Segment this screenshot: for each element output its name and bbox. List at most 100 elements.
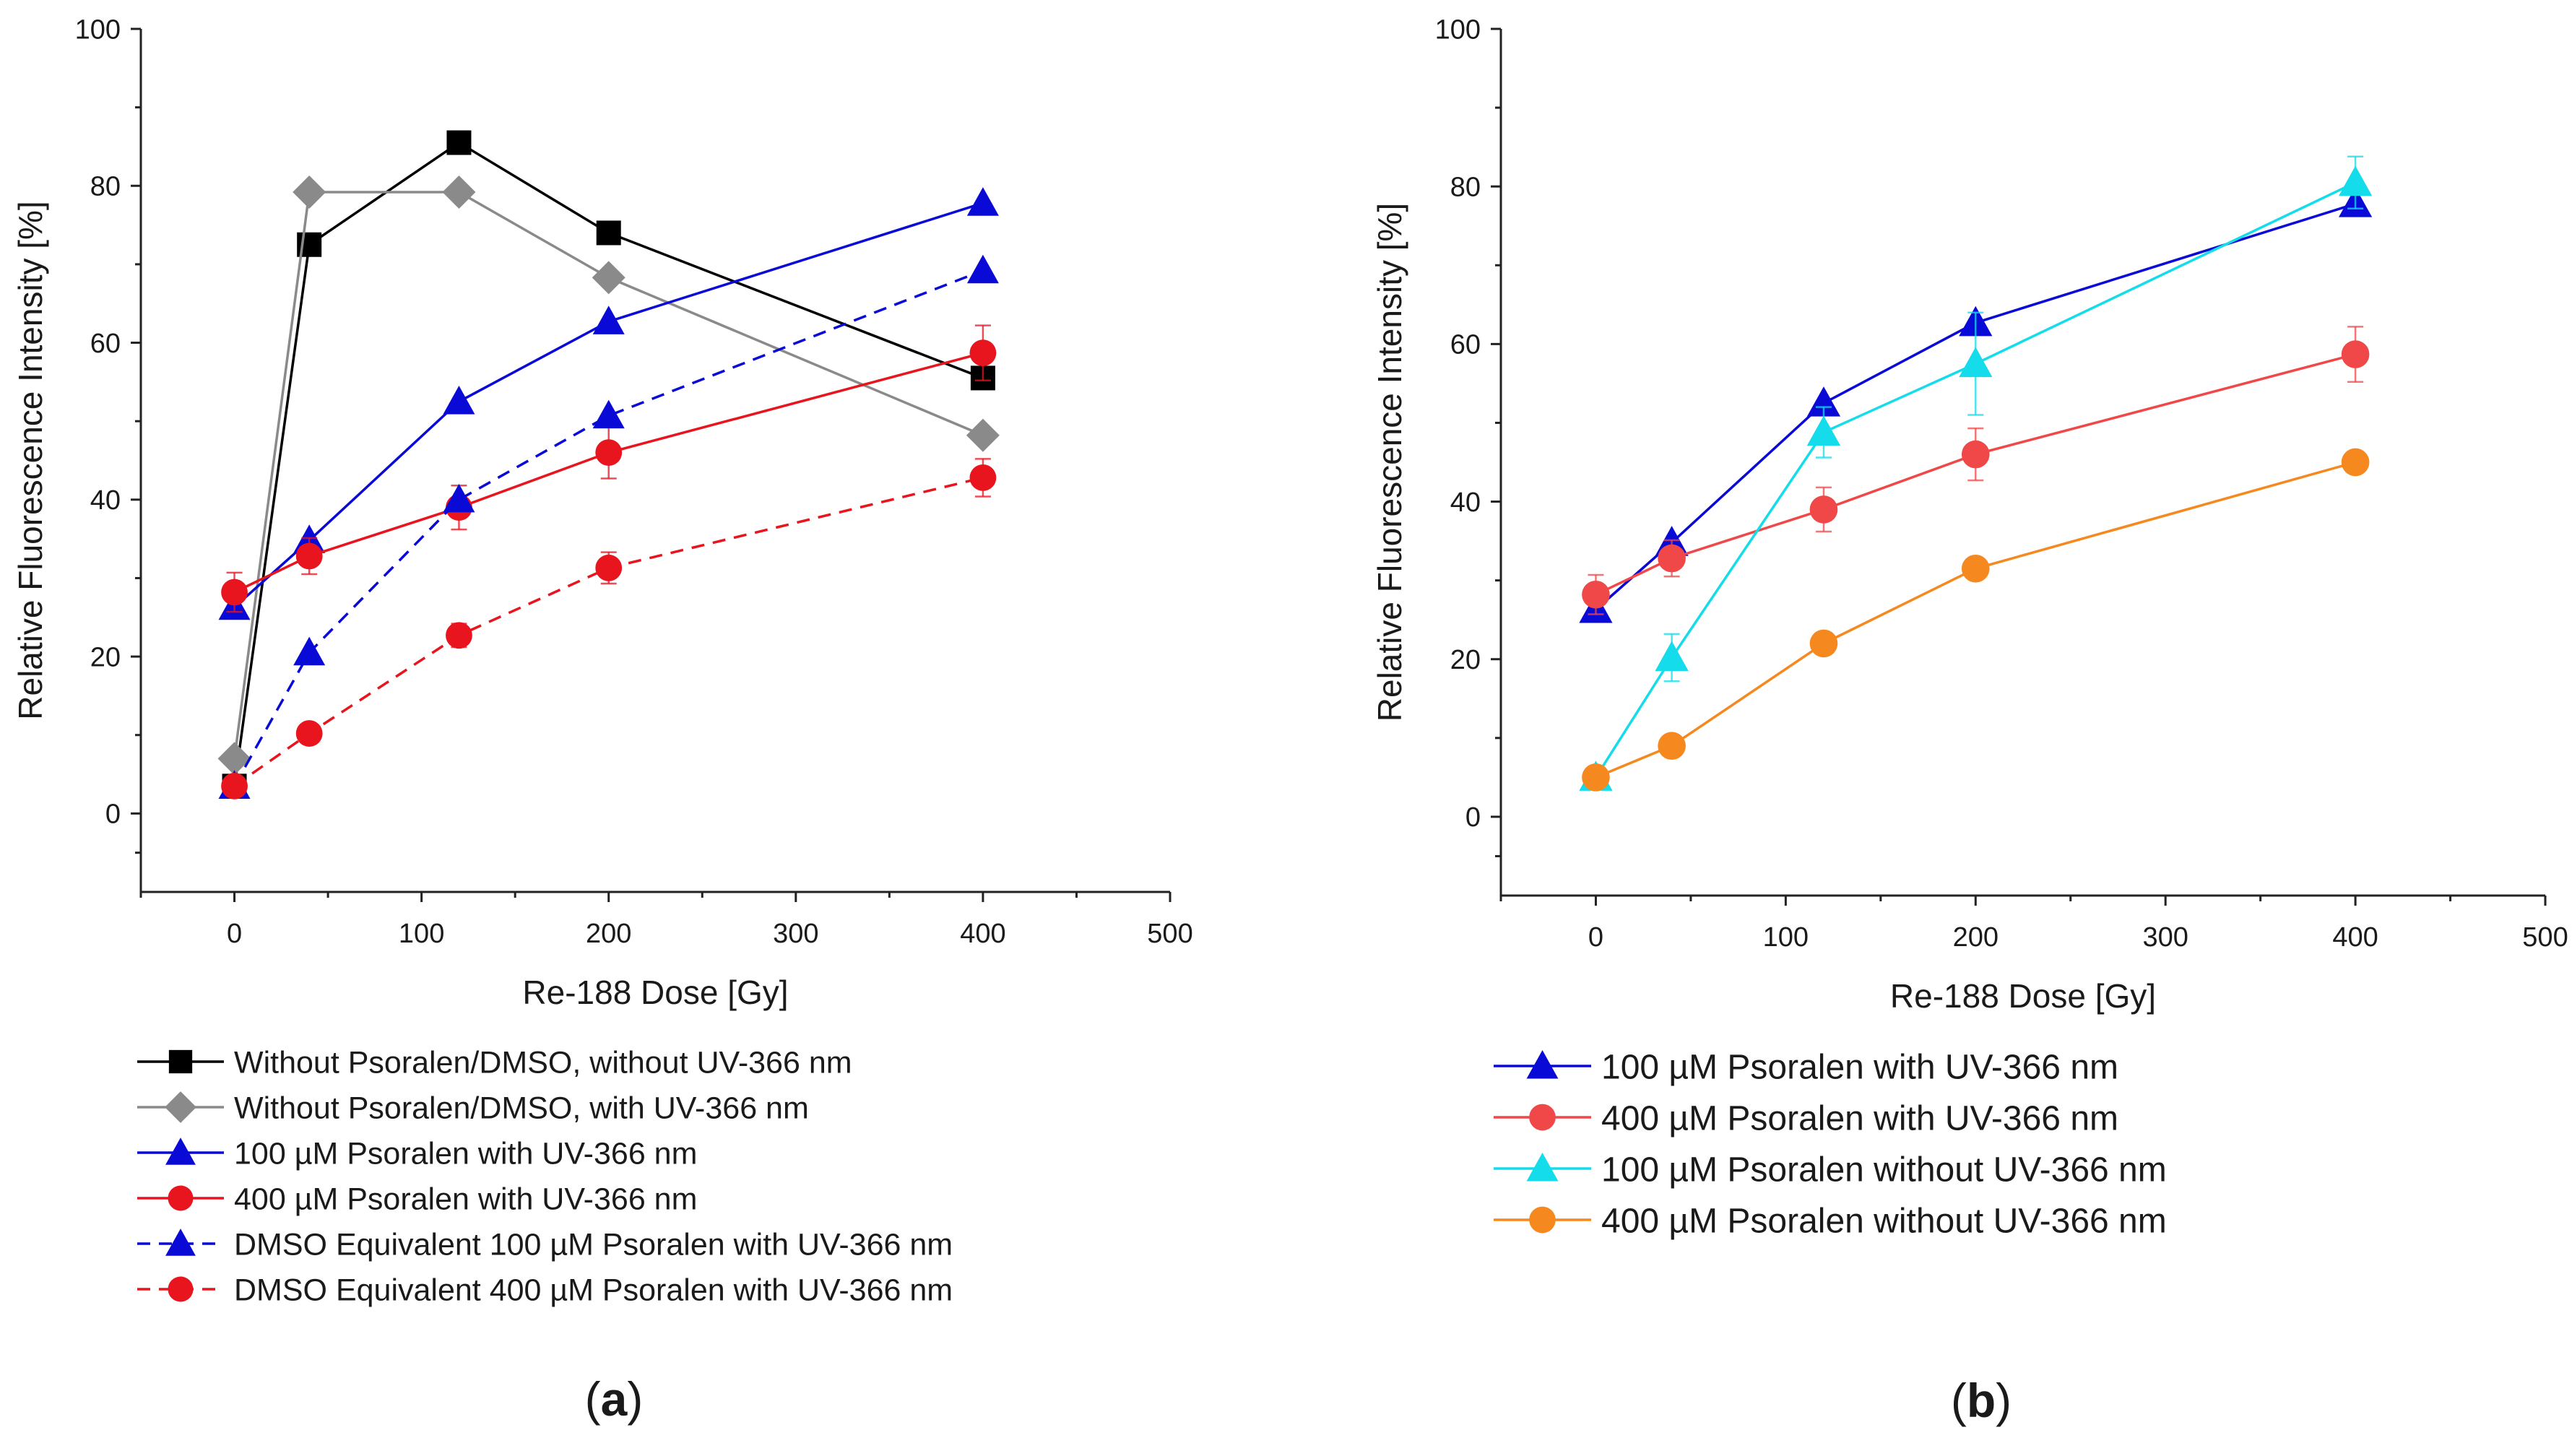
- data-point: [969, 339, 997, 367]
- legend-marker: [168, 1185, 194, 1211]
- legend-marker: [1529, 1206, 1556, 1234]
- caption-paren: ): [1996, 1374, 2012, 1427]
- legend-marker: [1529, 1104, 1556, 1131]
- x-tick-label: 500: [2522, 922, 2568, 953]
- chart-panel-b: 0 20 40 60 80 100 0 100 200 300 400 500 Re-188 Dose …: [1371, 14, 2568, 1427]
- chart-panel-a: 0 20 40 60 80 100 0 100 200 300 400 500 Re-188 Dose …: [12, 14, 1193, 1426]
- series-line: [233, 269, 984, 787]
- x-tick-label: 100: [399, 919, 444, 949]
- data-point: [1961, 440, 1990, 469]
- data-point: [969, 464, 997, 491]
- x-tick-label: 200: [586, 919, 631, 949]
- caption-letter: a: [601, 1372, 628, 1426]
- legend-marker: [1526, 1153, 1559, 1182]
- data-point: [1961, 554, 1990, 583]
- panel-caption: (a): [585, 1372, 644, 1426]
- series-400-um-psoralen-without-uv-366-nm: [1582, 448, 2370, 792]
- x-tick-label: 400: [960, 919, 1005, 949]
- series-100-um-psoralen-without-uv-366-nm: [1579, 155, 2373, 791]
- data-point: [1959, 347, 1993, 378]
- x-axis-label: Re-188 Dose [Gy]: [1890, 977, 2156, 1015]
- y-tick-label: 80: [90, 172, 121, 202]
- data-point: [1658, 732, 1686, 760]
- series-dmso-equivalent-100-um-psoralen-with-uv-366-nm: [218, 254, 999, 799]
- x-axis-label: Re-188 Dose [Gy]: [522, 974, 788, 1011]
- y-tick-label: 60: [1450, 330, 1481, 360]
- data-point: [966, 418, 1000, 452]
- data-point: [1809, 495, 1838, 524]
- legend-label: DMSO Equivalent 400 µM Psoralen with UV-…: [234, 1273, 953, 1307]
- x-tick-label: 0: [227, 919, 242, 949]
- data-point: [966, 187, 999, 216]
- data-point: [1806, 415, 1841, 446]
- caption-letter: b: [1967, 1374, 1996, 1427]
- legend-label: DMSO Equivalent 100 µM Psoralen with UV-…: [234, 1227, 953, 1262]
- caption-paren: (: [585, 1372, 601, 1426]
- series-dmso-equivalent-400-um-psoralen-with-uv-366-nm: [221, 458, 997, 800]
- data-point: [596, 220, 621, 246]
- caption-paren: ): [627, 1372, 643, 1426]
- y-tick-label: 100: [75, 14, 121, 45]
- data-point: [443, 483, 475, 513]
- x-tick-label: 400: [2332, 922, 2378, 953]
- data-point: [1582, 580, 1610, 609]
- data-point: [592, 261, 625, 295]
- legend-label: 400 µM Psoralen with UV-366 nm: [1601, 1099, 2118, 1138]
- data-point: [1658, 544, 1686, 573]
- y-tick-label: 0: [105, 800, 121, 830]
- data-point: [293, 636, 326, 666]
- legend-marker: [168, 1276, 194, 1302]
- data-point: [443, 386, 475, 415]
- y-axis-label: Relative Fluorescence Intensity [%]: [1371, 203, 1408, 722]
- x-tick-label: 100: [1763, 922, 1809, 953]
- data-point: [595, 554, 623, 581]
- data-point: [446, 130, 472, 155]
- data-point: [1806, 386, 1841, 417]
- data-point: [442, 175, 476, 209]
- legend-marker: [1526, 1050, 1559, 1079]
- legend-label: 100 µM Psoralen without UV-366 nm: [1601, 1150, 2167, 1189]
- legend-label: 100 µM Psoralen with UV-366 nm: [1601, 1048, 2118, 1086]
- x-tick-label: 500: [1147, 919, 1192, 949]
- series-line: [1595, 461, 2356, 779]
- legend-panel-a: Without Psoralen/DMSO, without UV-366 nm…: [137, 1045, 953, 1307]
- y-tick-label: 20: [90, 642, 121, 672]
- x-tick-label: 200: [1953, 922, 1999, 953]
- data-point: [221, 772, 248, 800]
- legend-label: 100 µM Psoralen with UV-366 nm: [234, 1136, 697, 1171]
- y-tick-label: 60: [90, 329, 121, 359]
- y-axis-label: Relative Fluorescence Intensity [%]: [12, 201, 49, 719]
- x-tick-label: 300: [773, 919, 818, 949]
- data-point: [2341, 340, 2370, 368]
- data-point: [217, 742, 251, 776]
- data-point: [592, 306, 625, 334]
- data-point: [1809, 629, 1838, 658]
- data-point: [592, 399, 625, 429]
- y-tick-label: 40: [90, 485, 121, 516]
- legend-label: 400 µM Psoralen without UV-366 nm: [1601, 1202, 2167, 1240]
- y-tick-label: 40: [1450, 488, 1481, 518]
- data-point: [295, 542, 323, 570]
- data-point: [221, 578, 248, 606]
- data-point: [595, 439, 623, 467]
- series-line: [233, 476, 984, 787]
- series-without-psoralen-dmso-with-uv-366-nm: [217, 175, 1000, 776]
- caption-paren: (: [1951, 1374, 1967, 1427]
- legend-label: Without Psoralen/DMSO, with UV-366 nm: [234, 1091, 809, 1125]
- data-point: [2338, 165, 2373, 196]
- legend-panel-b: 100 µM Psoralen with UV-366 nm 400 µM Pso…: [1494, 1048, 2167, 1240]
- panel-caption: (b): [1951, 1374, 2012, 1427]
- data-point: [295, 720, 323, 747]
- series-400-um-psoralen-with-uv-366-nm: [1582, 326, 2370, 615]
- legend-label: Without Psoralen/DMSO, without UV-366 nm: [234, 1045, 852, 1080]
- data-point: [1582, 763, 1610, 792]
- y-tick-label: 80: [1450, 172, 1481, 202]
- data-point: [1655, 641, 1689, 672]
- y-tick-label: 20: [1450, 645, 1481, 675]
- legend-marker: [165, 1228, 196, 1256]
- y-tick-label: 100: [1435, 14, 1481, 45]
- x-tick-label: 300: [2142, 922, 2188, 953]
- legend-marker: [165, 1138, 196, 1165]
- legend-marker: [165, 1091, 196, 1123]
